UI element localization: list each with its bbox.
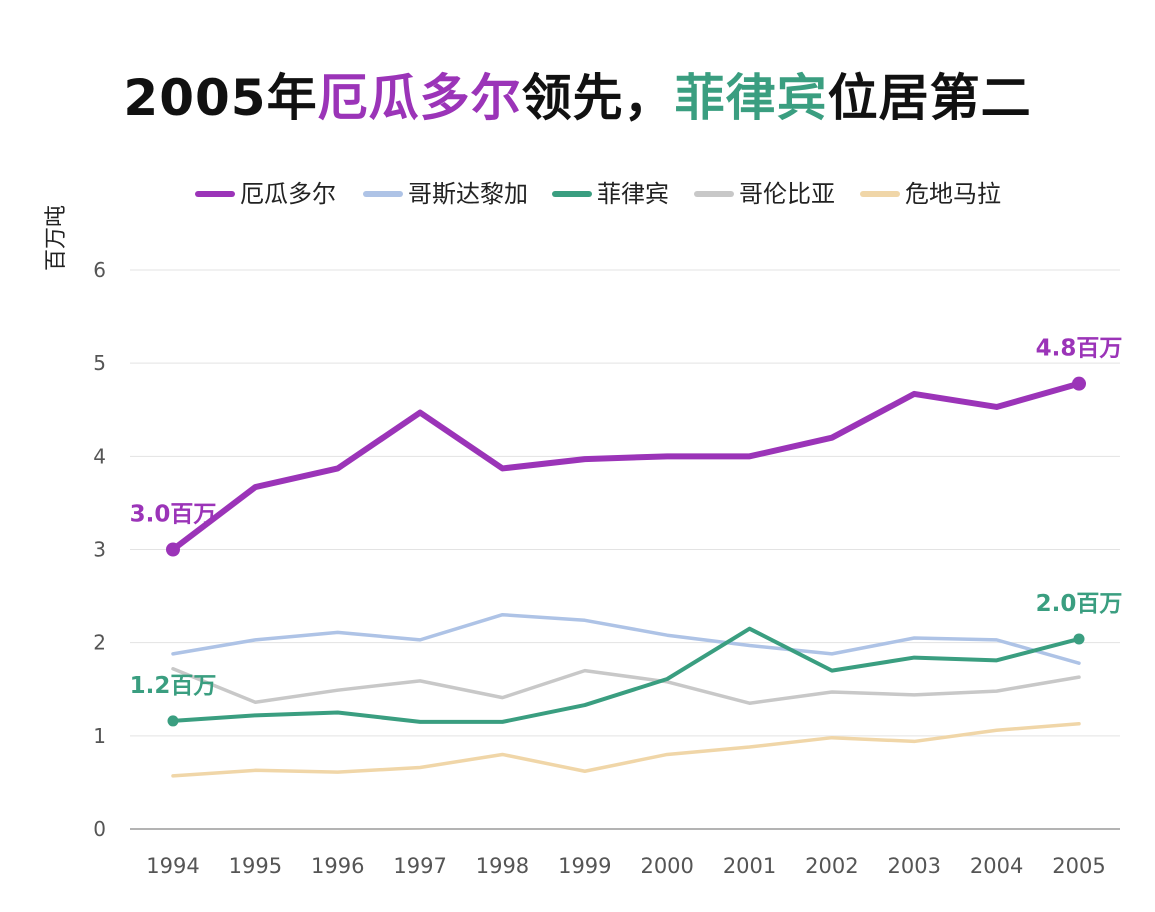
title-part-philippines: 菲律宾 (674, 69, 828, 127)
data-annotations: 3.0百万 4.8百万 1.2百万 2.0百万 (130, 336, 1123, 727)
title-part-second: 位居第二 (827, 69, 1032, 127)
y-tick-label: 2 (93, 631, 106, 655)
chart-title: 2005年厄瓜多尔领先，菲律宾位居第二 (0, 58, 1155, 130)
y-tick-label: 3 (93, 538, 106, 562)
legend-label: 危地马拉 (905, 180, 1001, 208)
title-part-lead: 领先， (521, 69, 675, 127)
x-tick-label: 1995 (229, 854, 282, 878)
x-tick-label: 1994 (146, 854, 199, 878)
series-line (170, 380, 1082, 553)
x-tick-label: 2000 (640, 854, 693, 878)
legend-item: 厄瓜多尔 (195, 180, 336, 208)
x-tick-label: 1999 (558, 854, 611, 878)
title-part-ecuador: 厄瓜多尔 (317, 69, 522, 127)
data-label: 4.8百万 (1036, 336, 1123, 362)
y-tick-label: 1 (93, 724, 106, 748)
series-line (171, 626, 1081, 724)
legend-item: 菲律宾 (552, 180, 669, 208)
x-tick-label: 1997 (393, 854, 446, 878)
endpoint-marker (166, 542, 180, 557)
y-axis-label: 百万吨 (44, 205, 69, 271)
y-tick-label: 0 (93, 817, 106, 841)
series-1 (170, 380, 1082, 553)
series-2 (171, 612, 1081, 665)
series-3 (171, 626, 1081, 724)
legend-item: 危地马拉 (860, 180, 1001, 208)
series-5 (171, 721, 1081, 778)
x-tick-label: 1998 (476, 854, 529, 878)
chart-legend: 厄瓜多尔 哥斯达黎加 菲律宾 哥伦比亚 危地马拉 (195, 180, 1001, 208)
x-tick-label: 2005 (1052, 854, 1105, 878)
endpoint-marker (167, 715, 179, 727)
data-label: 2.0百万 (1036, 591, 1123, 617)
y-tick-label: 5 (93, 351, 106, 375)
y-axis-ticks: 0 1 2 3 4 5 6 (93, 258, 106, 841)
x-tick-label: 1996 (311, 854, 364, 878)
title-part-year: 2005年 (123, 69, 318, 127)
data-label: 1.2百万 (130, 673, 217, 699)
endpoint-marker (1073, 633, 1085, 645)
x-tick-label: 2002 (805, 854, 858, 878)
series-4 (171, 667, 1081, 705)
legend-item: 哥斯达黎加 (363, 180, 528, 208)
x-axis-ticks: 1994 1995 1996 1997 1998 1999 2000 2001 2002 2003… (146, 854, 1105, 878)
series-line (171, 667, 1081, 705)
series-line (171, 721, 1081, 778)
series-lines (170, 380, 1082, 778)
y-tick-label: 6 (93, 258, 106, 282)
x-tick-label: 2003 (888, 854, 941, 878)
x-tick-label: 2004 (970, 854, 1023, 878)
legend-item: 哥伦比亚 (694, 180, 835, 208)
legend-label: 厄瓜多尔 (240, 180, 336, 208)
grid-lines (130, 269, 1120, 830)
endpoint-marker (1072, 376, 1086, 391)
legend-label: 菲律宾 (597, 180, 669, 208)
legend-label: 哥斯达黎加 (408, 180, 528, 208)
data-label: 3.0百万 (130, 502, 217, 528)
series-line (171, 612, 1081, 665)
x-tick-label: 2001 (723, 854, 776, 878)
legend-label: 哥伦比亚 (739, 180, 835, 208)
y-tick-label: 4 (93, 444, 106, 468)
